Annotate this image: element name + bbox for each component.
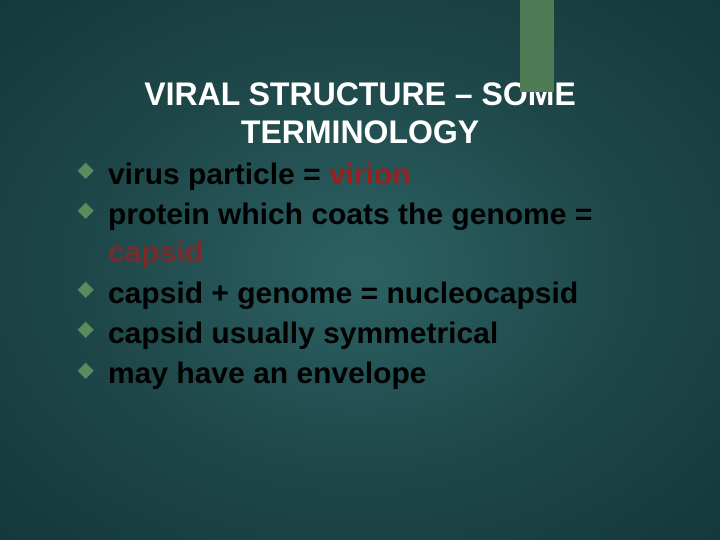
slide: VIRAL STRUCTURE – SOME TERMINOLOGY virus… bbox=[0, 0, 720, 540]
bullet-text-prefix: protein which coats the genome = bbox=[108, 198, 592, 231]
bullet-term: virion bbox=[329, 158, 411, 191]
bullet-item: capsid + genome = nucleocapsid bbox=[78, 275, 650, 313]
slide-title: VIRAL STRUCTURE – SOME TERMINOLOGY bbox=[80, 76, 640, 152]
bullet-term: capsid bbox=[108, 236, 203, 269]
bullet-text-prefix: virus particle = bbox=[108, 158, 329, 191]
bullet-item: may have an envelope bbox=[78, 355, 650, 393]
bullet-item: protein which coats the genome = capsid bbox=[78, 196, 650, 273]
bullet-text-prefix: capsid + genome = bbox=[108, 277, 386, 310]
accent-bar bbox=[520, 0, 554, 92]
bullet-item: virus particle = virion bbox=[78, 156, 650, 194]
bullet-text-prefix: may have an envelope bbox=[108, 357, 427, 390]
bullet-item: capsid usually symmetrical bbox=[78, 315, 650, 353]
bullet-term: nucleocapsid bbox=[386, 277, 578, 310]
bullet-text-prefix: capsid usually symmetrical bbox=[108, 317, 498, 350]
bullet-list: virus particle = virion protein which co… bbox=[70, 156, 650, 394]
